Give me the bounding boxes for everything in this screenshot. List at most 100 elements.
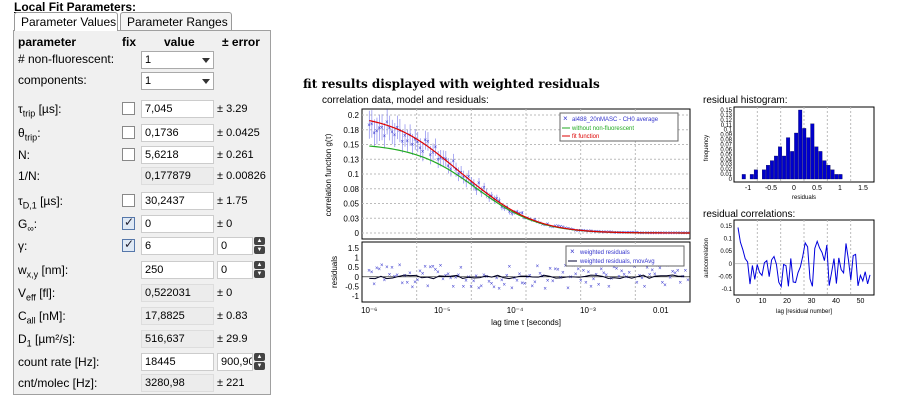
data-point: ×: [413, 138, 417, 144]
param-name: D: [18, 332, 27, 346]
data-point: ×: [380, 125, 384, 131]
residual-point: ×: [474, 274, 478, 280]
data-point: ×: [502, 206, 506, 212]
y-tick-label: 0.18: [343, 126, 359, 135]
spin-up-icon[interactable]: ▲: [254, 261, 265, 269]
data-point: ×: [587, 229, 591, 235]
param-error-field[interactable]: 0: [217, 261, 253, 279]
param-subscript: all: [26, 315, 36, 326]
residual-point: ×: [482, 273, 486, 279]
residual-point: ×: [395, 273, 399, 279]
spin-down-icon[interactable]: ▼: [254, 270, 265, 278]
residual-point: ×: [686, 278, 690, 284]
residual-point: ×: [439, 264, 443, 270]
param-unit: [nM]:: [35, 309, 66, 323]
residual-point: ×: [380, 263, 384, 269]
residual-point: ×: [487, 280, 491, 286]
histogram-bar: [790, 151, 795, 180]
fix-checkbox[interactable]: [122, 215, 135, 230]
y-tick-label: 1: [355, 254, 360, 263]
data-point: ×: [446, 164, 450, 170]
y-tick-label: 0.05: [720, 249, 732, 255]
spin-down-icon[interactable]: ▼: [254, 362, 265, 370]
param-value-field[interactable]: 0: [141, 215, 214, 233]
spin-down-icon[interactable]: ▼: [254, 246, 265, 254]
param-error-field[interactable]: 0: [217, 237, 253, 255]
components-value: 1: [145, 75, 152, 87]
data-point: ×: [451, 159, 455, 165]
spin-buttons[interactable]: ▲ ▼: [254, 353, 266, 370]
param-subscript: ∞: [27, 223, 34, 234]
title-local: Local: [14, 0, 46, 14]
legend-item-fit: fit function: [572, 134, 599, 140]
residual-point: ×: [469, 285, 473, 291]
tab-parameter-values[interactable]: Parameter Values: [14, 12, 118, 31]
components-select[interactable]: 1: [141, 72, 214, 90]
residual-point: ×: [497, 287, 501, 293]
param-value-field[interactable]: 6: [141, 237, 214, 255]
data-point: ×: [615, 230, 619, 236]
param-label: count rate [Hz]:: [18, 355, 99, 369]
param-error: ± 0.0425: [217, 127, 260, 139]
param-value-field[interactable]: 18445: [141, 353, 214, 371]
data-point: ×: [474, 188, 478, 194]
y-tick-label: -0.5: [345, 282, 359, 291]
data-point: ×: [431, 150, 435, 156]
y-tick-label: 0.09: [720, 133, 732, 139]
residual-point: ×: [370, 270, 374, 276]
tab-parameter-ranges[interactable]: Parameter Ranges: [120, 12, 232, 30]
components-label: components:: [18, 73, 87, 87]
param-value-field[interactable]: 0,1736: [141, 124, 214, 142]
y-tick-label: 0.05: [343, 200, 359, 209]
spin-buttons[interactable]: ▲ ▼: [254, 261, 266, 278]
fix-checkbox[interactable]: [122, 126, 135, 139]
residual-point: ×: [635, 281, 639, 287]
param-value-field[interactable]: 7,045: [141, 100, 214, 118]
residual-point: ×: [538, 272, 542, 278]
data-point: ×: [477, 181, 481, 187]
param-value-field: 0,177879: [141, 167, 214, 185]
spin-buttons[interactable]: ▲ ▼: [254, 237, 266, 254]
param-unit: [fl]:: [35, 286, 56, 300]
y-tick-label: -0.05: [718, 274, 732, 280]
residual-point: ×: [640, 276, 644, 282]
residual-point: ×: [413, 280, 417, 286]
param-subscript: eff: [26, 292, 36, 303]
data-point: ×: [377, 126, 381, 132]
param-value-field[interactable]: 250: [141, 261, 214, 279]
param-label: G∞:: [18, 217, 37, 233]
data-point: ×: [571, 227, 575, 233]
param-name: w: [18, 263, 27, 277]
y-tick-label: 0.03: [720, 162, 732, 168]
data-point: ×: [429, 153, 433, 159]
y-tick-label: 0: [729, 262, 733, 268]
x-tick-label: 50: [857, 298, 865, 305]
param-value-field[interactable]: 30,2437: [141, 192, 214, 210]
param-value-field: 0,522031: [141, 284, 214, 302]
param-error-field[interactable]: 900,90: [217, 353, 253, 371]
param-label: γ:: [18, 239, 27, 253]
y-tick-label: 0.05: [720, 152, 732, 158]
fix-checkbox[interactable]: [122, 148, 135, 161]
y-tick-label: 0.1: [348, 170, 360, 179]
residual-point: ×: [559, 275, 563, 281]
x-tick-label: 10⁻⁴: [507, 306, 524, 315]
param-value-field[interactable]: 5,6218: [141, 146, 214, 164]
spin-up-icon[interactable]: ▲: [254, 353, 265, 361]
fix-checkbox[interactable]: [122, 102, 135, 115]
fix-checkbox[interactable]: [122, 194, 135, 207]
data-point: ×: [548, 225, 552, 231]
residual-point: ×: [518, 272, 522, 278]
nonfluorescent-select[interactable]: 1: [141, 51, 214, 69]
data-point: ×: [602, 230, 606, 236]
x-tick-label: 10: [759, 298, 767, 305]
param-error: ± 0.00826: [217, 170, 266, 182]
fix-checkbox[interactable]: [122, 237, 135, 252]
y-tick-label: 0.13: [720, 113, 732, 119]
data-point: ×: [485, 191, 489, 197]
spin-up-icon[interactable]: ▲: [254, 237, 265, 245]
data-point: ×: [439, 156, 443, 162]
residual-point: ×: [566, 286, 570, 292]
residual-point: ×: [671, 269, 675, 275]
residual-point: ×: [605, 273, 609, 279]
